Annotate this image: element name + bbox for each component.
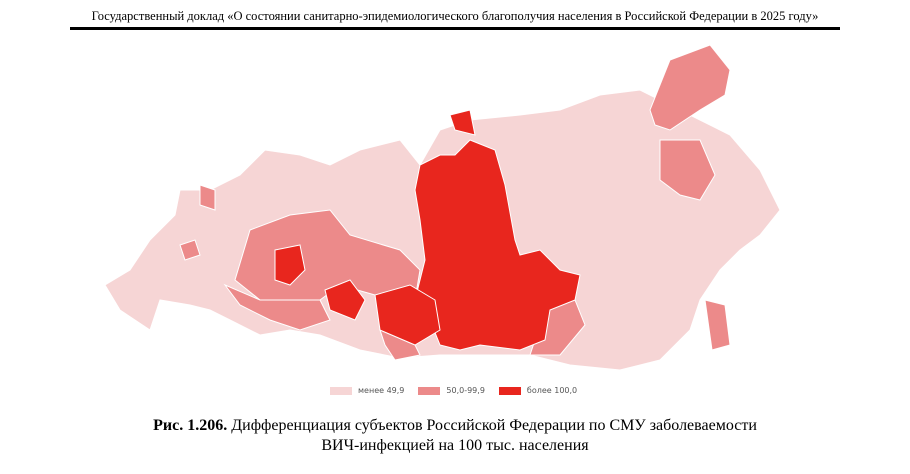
region	[199, 184, 216, 211]
region	[649, 44, 731, 131]
region	[374, 284, 441, 346]
legend-label: более 100,0	[526, 386, 578, 395]
caption-line: Рис. 1.206. Дифференциация субъектов Рос…	[0, 416, 910, 436]
region	[274, 244, 306, 286]
legend-item: 50,0-99,9	[418, 386, 485, 395]
caption-number: Рис. 1.206.	[153, 417, 228, 434]
region	[324, 279, 366, 321]
region	[179, 239, 201, 261]
caption: Рис. 1.206. Дифференциация субъектов Рос…	[0, 416, 910, 456]
legend-label: менее 49,9	[358, 386, 405, 395]
region	[704, 299, 731, 351]
header-title: Государственный доклад «О состоянии сани…	[91, 9, 819, 23]
legend-item: менее 49,9	[330, 386, 404, 395]
header-rule	[70, 27, 840, 30]
legend-item: более 100,0	[498, 386, 578, 395]
caption-text: Дифференциация субъектов Российской Феде…	[231, 417, 757, 434]
region	[659, 139, 716, 201]
map	[104, 44, 781, 371]
legend-swatch	[498, 386, 521, 395]
legend-swatch	[418, 386, 441, 395]
caption-text: ВИЧ-инфекцией на 100 тыс. населения	[321, 437, 589, 454]
legend-swatch	[330, 386, 352, 395]
region	[223, 283, 331, 331]
legend-label: 50,0-99,9	[446, 386, 485, 395]
region	[449, 109, 476, 136]
legend: менее 49,9 50,0-99,9 более 100,0	[330, 386, 577, 395]
regions-high	[274, 109, 581, 351]
